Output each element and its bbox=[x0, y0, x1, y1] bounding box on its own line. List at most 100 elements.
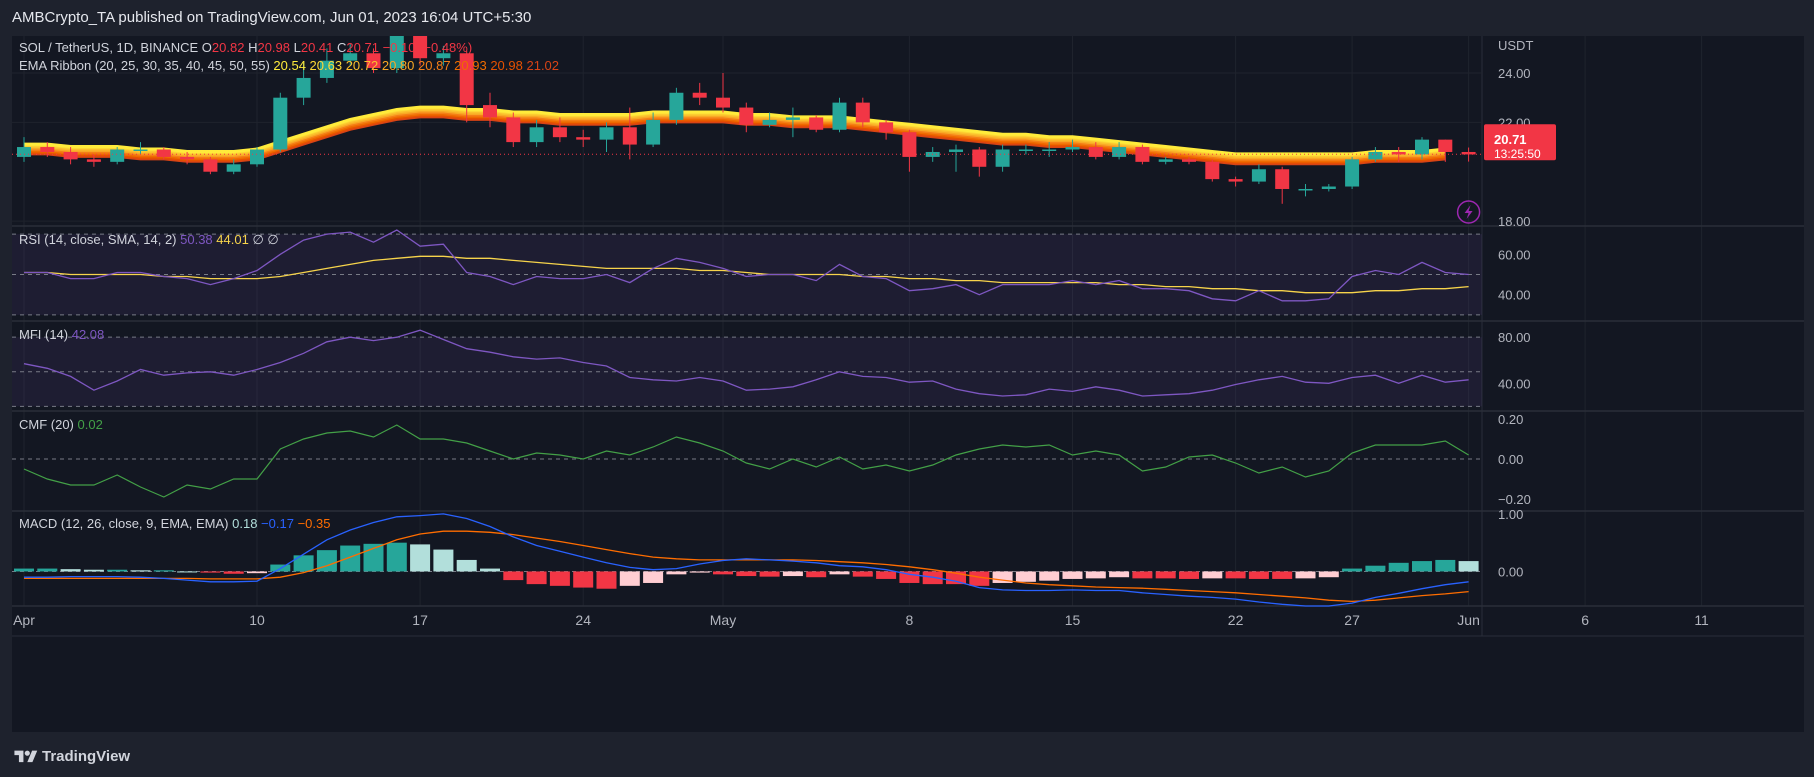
macd-histogram-bar bbox=[759, 571, 780, 577]
candle-body bbox=[1228, 179, 1243, 182]
rsi-legend-ma: 44.01 bbox=[216, 232, 252, 247]
cmf-legend-value: 0.02 bbox=[78, 417, 103, 432]
candle-body bbox=[156, 149, 171, 157]
candle-body bbox=[599, 127, 614, 140]
candle-body bbox=[1158, 159, 1173, 162]
candle-body bbox=[413, 36, 428, 59]
x-axis-tick: 22 bbox=[1228, 612, 1244, 628]
candle-body bbox=[226, 164, 241, 172]
candle-body bbox=[879, 122, 894, 133]
candle-body bbox=[669, 92, 684, 120]
candle-body bbox=[250, 149, 264, 165]
x-axis-tick: 15 bbox=[1065, 612, 1081, 628]
candle-body bbox=[785, 117, 800, 120]
candle-body bbox=[1088, 147, 1103, 157]
candle-body bbox=[1135, 147, 1150, 162]
legend-h-label: H bbox=[248, 40, 257, 55]
candle-body bbox=[1391, 151, 1406, 155]
macd-histogram-bar bbox=[1295, 571, 1316, 579]
candle-body bbox=[1251, 169, 1266, 182]
macd-histogram-bar bbox=[200, 571, 221, 573]
macd-histogram-bar bbox=[130, 570, 151, 572]
x-axis-tick: 11 bbox=[1694, 612, 1709, 628]
macd-histogram-bar bbox=[1458, 561, 1479, 572]
candle-body bbox=[1438, 139, 1453, 152]
macd-histogram-bar bbox=[316, 550, 337, 572]
macd-histogram-bar bbox=[829, 571, 850, 575]
legend-high: 20.98 bbox=[257, 40, 293, 55]
macd-histogram-bar bbox=[1365, 565, 1386, 572]
candle-body bbox=[855, 102, 870, 123]
candle-body bbox=[1112, 147, 1127, 157]
candle-body bbox=[529, 127, 544, 143]
macd-histogram-bar bbox=[433, 549, 454, 572]
ema-legend-value: 20.63 bbox=[310, 58, 346, 73]
cmf-axis-tick: 0.00 bbox=[1498, 452, 1523, 467]
candle-body bbox=[1042, 149, 1057, 152]
chart-frame[interactable]: USDT 24.00 22.00 18.00 20.71 13:25:50 SOL / Te… bbox=[12, 36, 1804, 732]
candle-body bbox=[576, 137, 591, 140]
macd-histogram-bar bbox=[689, 571, 710, 573]
tradingview-logo-icon bbox=[14, 750, 38, 763]
macd-histogram-bar bbox=[247, 571, 267, 574]
macd-histogram-bar bbox=[1342, 568, 1363, 572]
macd-histogram-bar bbox=[386, 542, 407, 572]
macd-histogram-bar bbox=[852, 571, 873, 577]
candle-body bbox=[40, 147, 55, 152]
macd-histogram-bar bbox=[293, 555, 314, 572]
macd-histogram-bar bbox=[1015, 571, 1036, 582]
mfi-axis-tick: 40.00 bbox=[1498, 376, 1531, 391]
x-axis-tick: 24 bbox=[575, 612, 591, 628]
legend-open: 20.82 bbox=[212, 40, 248, 55]
legend-change: −0.10 (−0.48%) bbox=[383, 40, 473, 55]
ema-legend-value: 20.72 bbox=[346, 58, 382, 73]
macd-histogram-bar bbox=[736, 571, 757, 577]
candle-body bbox=[646, 119, 661, 145]
candle-body bbox=[902, 132, 917, 157]
legend-close: 20.71 bbox=[346, 40, 382, 55]
last-price-value: 20.71 bbox=[1494, 132, 1527, 147]
macd-axis-tick: 0.00 bbox=[1498, 564, 1523, 579]
macd-histogram-bar bbox=[549, 571, 570, 586]
candle-body bbox=[273, 97, 288, 150]
macd-histogram-bar bbox=[643, 571, 664, 583]
candle-body bbox=[762, 119, 777, 125]
macd-histogram-bar bbox=[992, 571, 1013, 583]
candle-body bbox=[739, 107, 754, 125]
lightning-icon-glyph bbox=[1464, 205, 1473, 219]
macd-histogram-bar bbox=[1225, 571, 1246, 579]
macd-histogram-bar bbox=[1388, 562, 1409, 572]
legend-c-label: C bbox=[337, 40, 346, 55]
macd-histogram-bar bbox=[526, 571, 547, 585]
candle-body bbox=[1205, 161, 1220, 180]
candle-body bbox=[459, 53, 474, 106]
macd-histogram-bar bbox=[1435, 559, 1456, 572]
macd-histogram-bar bbox=[1109, 571, 1130, 578]
candle-body bbox=[133, 149, 148, 152]
ema-legend-value: 20.80 bbox=[382, 58, 418, 73]
candle-body bbox=[180, 156, 195, 160]
x-axis-tick: 17 bbox=[412, 612, 428, 628]
candle-body bbox=[343, 53, 358, 61]
rsi-legend: RSI (14, close, SMA, 14, 2) 50.38 44.01 … bbox=[19, 232, 279, 247]
macd-histogram-bar bbox=[1318, 571, 1339, 578]
cmf-legend-label: CMF (20) bbox=[19, 417, 78, 432]
macd-histogram-bar bbox=[1085, 571, 1106, 579]
macd-histogram-bar bbox=[899, 571, 920, 583]
candle-body bbox=[1065, 147, 1080, 150]
macd-histogram-bar bbox=[107, 569, 128, 572]
macd-legend-label: MACD (12, 26, close, 9, EMA, EMA) bbox=[19, 516, 232, 531]
candle-body bbox=[296, 77, 311, 98]
candle-body bbox=[1415, 139, 1429, 155]
main-legend: SOL / TetherUS, 1D, BINANCE O20.82 H20.9… bbox=[19, 40, 472, 55]
candle-body bbox=[203, 159, 218, 172]
candle-body bbox=[110, 149, 125, 162]
price-axis-tick: 18.00 bbox=[1498, 214, 1531, 229]
macd-histogram-bar bbox=[1412, 561, 1432, 572]
candle-body bbox=[63, 151, 78, 160]
x-axis-tick: 6 bbox=[1581, 612, 1589, 628]
candle-body bbox=[506, 117, 521, 143]
publish-header: AMBCrypto_TA published on TradingView.co… bbox=[0, 0, 1814, 36]
publish-info: AMBCrypto_TA published on TradingView.co… bbox=[12, 9, 532, 26]
